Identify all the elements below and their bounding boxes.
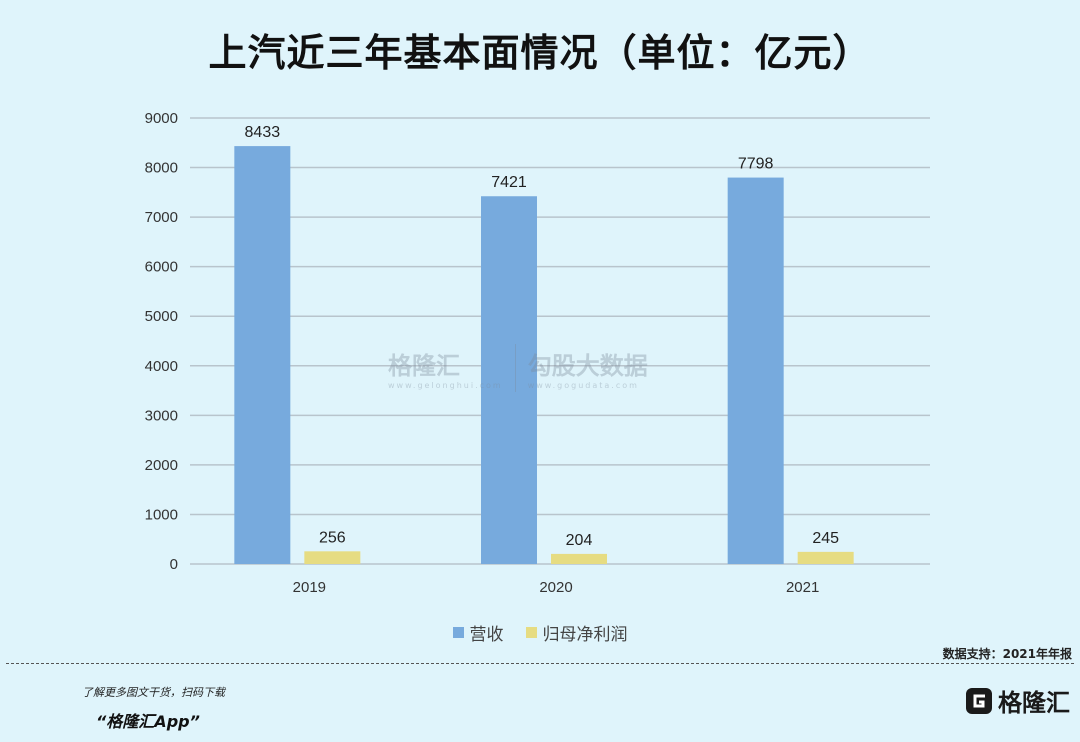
download-promo-text: 了解更多图文干货，扫码下载 — [82, 686, 225, 699]
y-tick-label: 0 — [170, 556, 178, 573]
data-label: 256 — [319, 529, 346, 546]
y-tick-label: 9000 — [145, 110, 178, 127]
watermark-brand-1-name: 格隆汇 — [388, 352, 460, 380]
y-tick-label: 5000 — [145, 308, 178, 325]
y-tick-label: 7000 — [145, 209, 178, 226]
legend-item-revenue: 营收 — [452, 620, 504, 645]
footer-divider — [6, 663, 1074, 664]
legend-swatch-net-profit — [525, 627, 537, 638]
bar — [797, 551, 854, 564]
data-label: 204 — [566, 532, 593, 549]
g-logo-icon — [966, 687, 992, 714]
x-axis-ticks: 2019 2020 2021 — [293, 579, 820, 596]
y-axis-ticks: 0 1000 2000 3000 4000 5000 6000 7000 8000 9000 — [145, 110, 178, 573]
watermark-brand-1-url: www.gelonghui.com — [388, 381, 503, 390]
app-name: “格隆汇App” — [96, 712, 200, 731]
y-tick-label: 3000 — [145, 407, 178, 424]
y-tick-label: 6000 — [145, 259, 178, 276]
watermark-brand-2-url: www.gogudata.com — [527, 381, 639, 390]
bar-chart: 0 1000 2000 3000 4000 5000 6000 7000 8000 9000 84… — [145, 110, 930, 596]
data-label: 7421 — [491, 174, 527, 191]
chart-title: 上汽近三年基本面情况（单位：亿元） — [208, 31, 872, 75]
data-label: 7798 — [738, 156, 774, 173]
y-tick-label: 8000 — [145, 160, 178, 177]
data-source-note: 数据支持：2021年年报 — [942, 647, 1072, 661]
y-tick-label: 2000 — [145, 457, 178, 474]
y-tick-label: 1000 — [145, 506, 178, 523]
brand-logo: 格隆汇 — [964, 683, 1070, 718]
bar — [551, 553, 607, 564]
watermark-brand-2-name: 勾股大数据 — [527, 352, 648, 380]
watermark-brand-2: 勾股大数据 www.gogudata.com — [528, 346, 648, 390]
legend: 营收 归母净利润 — [0, 620, 1080, 645]
legend-item-net-profit: 归母净利润 — [525, 620, 628, 645]
bar — [481, 196, 537, 564]
legend-label-revenue: 营收 — [469, 625, 504, 645]
logo-text: 格隆汇 — [998, 689, 1070, 717]
bar — [727, 177, 784, 564]
watermark-brand-1: 格隆汇 www.gelonghui.com — [388, 346, 503, 390]
bars: 8433 256 7421 204 7798 245 — [234, 124, 854, 564]
legend-label-net-profit: 归母净利润 — [542, 625, 628, 645]
data-label: 8433 — [245, 124, 281, 141]
watermark: 格隆汇 www.gelonghui.com 勾股大数据 www.gogudata… — [388, 344, 648, 392]
bar — [234, 146, 291, 564]
y-tick-label: 4000 — [145, 358, 178, 375]
gridlines — [190, 117, 930, 565]
watermark-separator — [514, 344, 516, 392]
legend-swatch-revenue — [452, 627, 464, 638]
x-tick-label: 2020 — [539, 579, 572, 596]
x-tick-label: 2021 — [786, 579, 819, 596]
x-tick-label: 2019 — [293, 579, 326, 596]
data-label: 245 — [812, 530, 839, 547]
bar — [304, 551, 361, 564]
